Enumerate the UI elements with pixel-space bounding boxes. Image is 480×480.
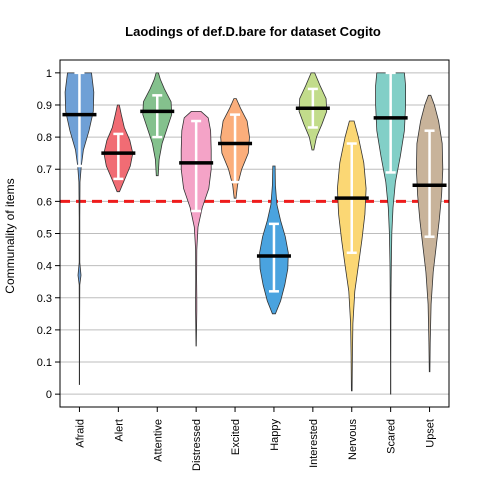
y-tick-label: 0.2 [37,325,52,337]
y-tick-label: 0.8 [37,132,52,144]
y-tick-label: 0.3 [37,293,52,305]
violin-alert [101,104,136,193]
y-axis-label: Communality of items [3,178,17,293]
y-tick-label: 0.4 [37,261,52,273]
x-tick-label: Scared [386,419,398,454]
violin-nervous [334,120,369,392]
x-tick-label: Interested [308,419,320,468]
violin-body [375,72,406,395]
x-tick-label: Excited [230,419,242,455]
violins [62,71,447,395]
x-tick-label: Attentive [152,419,164,462]
y-tick-label: 0.5 [37,229,52,241]
violin-body [180,111,212,347]
violin-scared [373,71,408,395]
y-axis: 0 0.1 0.2 0.3 0.4 0.5 0.6 0.7 0.8 0.9 1 [37,68,60,401]
x-tick-label: Afraid [74,419,86,448]
x-axis: Afraid Alert Attentive Distressed Excited Hap… [74,407,437,471]
violin-excited [218,98,253,199]
violin-body [336,120,367,392]
violin-happy [256,165,291,315]
x-tick-label: Nervous [347,419,359,460]
y-tick-label: 1 [46,68,52,80]
y-tick-label: 0.7 [37,164,52,176]
y-tick-label: 0.6 [37,196,52,208]
chart-title: Laodings of def.D.bare for dataset Cogit… [125,24,381,39]
x-tick-label: Happy [269,419,281,451]
x-tick-label: Alert [113,419,125,442]
x-tick-label: Upset [425,419,437,448]
y-tick-label: 0 [46,389,52,401]
violin-upset [412,94,447,373]
violin-attentive [140,72,175,177]
y-tick-label: 0.1 [37,357,52,369]
y-tick-label: 0.9 [37,100,52,112]
violin-interested [295,72,330,151]
x-tick-label: Distressed [191,419,203,471]
violin-distressed [179,111,214,347]
violin-body [64,72,95,385]
violin-afraid [62,71,97,385]
